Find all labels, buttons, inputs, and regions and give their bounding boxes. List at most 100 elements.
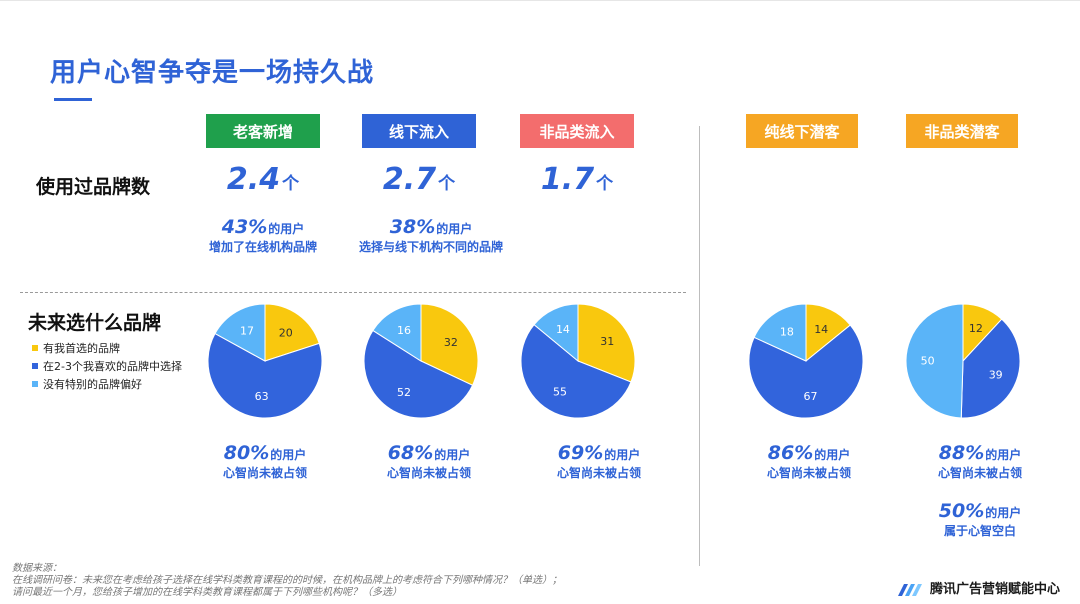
pie-chart-old-customer: 20 63 17 — [207, 303, 323, 419]
pie-legend: 有我首选的品牌 在2-3个我喜欢的品牌中选择 没有特别的品牌偏好 — [32, 340, 182, 394]
slice-value-label: 39 — [989, 368, 1003, 381]
brand-footer: 腾讯广告营销赋能中心 — [898, 578, 1060, 597]
brand-note-offline-inflow: 38%的用户 选择与线下机构不同的品牌 — [339, 216, 523, 255]
page-title: 用户心智争夺是一场持久战 — [50, 58, 375, 88]
row-label-future-brand: 未来选什么品牌 — [28, 312, 162, 334]
slice-value-label: 52 — [397, 386, 411, 399]
slice-choose-among-2-3 — [363, 329, 474, 419]
stat-desc: 心智尚未被占领 — [386, 466, 471, 480]
segment-label-offline-inflow: 线下流入 — [362, 114, 476, 148]
stat-desc: 心智尚未被占领 — [937, 466, 1022, 480]
brand-count-value: 2.7 — [382, 162, 437, 197]
slice-first-choice — [420, 303, 479, 386]
stat-desc: 心智尚未被占领 — [766, 466, 851, 480]
slice-value-label: 14 — [556, 323, 570, 336]
brand-count-unit: 个 — [596, 174, 614, 194]
pie-chart-offline-prospect: 14 67 18 — [748, 303, 864, 419]
stat-desc: 心智尚未被占领 — [556, 466, 641, 480]
data-source-note: 数据来源： 在线调研问卷：未来您在考虑给孩子选择在线学科类教育课程的的时候，在机… — [12, 563, 562, 599]
slice-value-label: 50 — [921, 354, 935, 367]
stat-pct: 69% — [557, 442, 604, 464]
slice-value-label: 17 — [240, 325, 254, 338]
note-desc: 选择与线下机构不同的品牌 — [358, 240, 503, 254]
section-divider — [20, 292, 686, 293]
stat-pct: 50% — [938, 500, 985, 522]
note-pct: 38% — [389, 216, 436, 238]
brand-name: 腾讯广告营销赋能中心 — [930, 582, 1061, 597]
mind-stat-old-customer: 80%的用户 心智尚未被占领 — [185, 442, 345, 481]
title-underline — [54, 98, 92, 101]
mind-stat-offline-prospect: 86%的用户 心智尚未被占领 — [729, 442, 889, 481]
source-heading: 数据来源： — [12, 563, 62, 574]
note-desc: 增加了在线机构品牌 — [208, 240, 317, 254]
slice-first-choice — [264, 303, 320, 362]
slice-value-label: 63 — [255, 390, 269, 403]
legend-swatch — [32, 381, 38, 387]
stat-suffix: 的用户 — [270, 448, 307, 462]
group-divider — [699, 126, 700, 566]
note-suffix: 的用户 — [268, 222, 305, 236]
stat-desc: 心智尚未被占领 — [222, 466, 307, 480]
note-pct: 43% — [221, 216, 268, 238]
slice-no-preference — [372, 303, 422, 362]
slice-value-label: 32 — [444, 336, 458, 349]
stat-pct: 86% — [767, 442, 814, 464]
slice-value-label: 14 — [814, 323, 828, 336]
stat-suffix: 的用户 — [985, 506, 1022, 520]
stat-suffix: 的用户 — [985, 448, 1022, 462]
slice-no-preference — [753, 303, 807, 362]
legend-item: 没有特别的品牌偏好 — [32, 376, 182, 392]
slice-first-choice — [577, 303, 636, 383]
slice-value-label: 20 — [279, 326, 293, 339]
source-line: 请问最近一个月，您给孩子增加的在线学科类教育课程都属于下列哪些机构呢？（多选） — [12, 587, 402, 598]
tencent-ads-logo-icon — [898, 583, 922, 596]
stat-pct: 88% — [938, 442, 985, 464]
brand-count-old-customer: 2.4 个 — [203, 162, 323, 197]
stat-suffix: 的用户 — [434, 448, 471, 462]
segment-label-old-customer: 老客新增 — [206, 114, 320, 148]
pie-chart-offline-inflow: 32 52 16 — [363, 303, 479, 419]
slice-value-label: 67 — [803, 390, 817, 403]
legend-swatch — [32, 345, 38, 351]
legend-swatch — [32, 363, 38, 369]
slice-choose-among-2-3 — [960, 318, 1021, 419]
slice-no-preference — [214, 303, 266, 362]
slice-no-preference — [533, 303, 579, 363]
mind-stat-non-category-prospect: 88%的用户 心智尚未被占领 — [900, 442, 1060, 481]
segment-label-non-category-prospect: 非品类潜客 — [906, 114, 1018, 148]
brand-count-offline-inflow: 2.7 个 — [359, 162, 479, 197]
pie-chart-non-category-inflow: 31 55 14 — [520, 303, 636, 419]
stat-desc: 属于心智空白 — [943, 524, 1016, 538]
stat-suffix: 的用户 — [814, 448, 851, 462]
slice-value-label: 12 — [969, 322, 983, 335]
legend-label: 在2-3个我喜欢的品牌中选择 — [43, 360, 182, 373]
mind-blank-stat: 50%的用户 属于心智空白 — [900, 500, 1060, 539]
slice-value-label: 55 — [553, 385, 567, 398]
slice-value-label: 31 — [600, 335, 614, 348]
brand-count-value: 2.4 — [226, 162, 281, 197]
brand-count-unit: 个 — [438, 174, 456, 194]
slice-value-label: 18 — [780, 325, 794, 338]
segment-label-offline-prospect: 纯线下潜客 — [746, 114, 858, 148]
mind-stat-offline-inflow: 68%的用户 心智尚未被占领 — [349, 442, 509, 481]
stat-pct: 68% — [387, 442, 434, 464]
brand-count-value: 1.7 — [540, 162, 595, 197]
note-suffix: 的用户 — [436, 222, 473, 236]
slice-first-choice — [805, 303, 851, 363]
segment-label-non-category-inflow: 非品类流入 — [520, 114, 634, 148]
row-label-brands-used: 使用过品牌数 — [36, 176, 151, 198]
pie-chart-non-category-prospect: 12 39 50 — [905, 303, 1021, 419]
source-line: 在线调研问卷：未来您在考虑给孩子选择在线学科类教育课程的的时候，在机构品牌上的考… — [12, 575, 562, 586]
stat-pct: 80% — [223, 442, 270, 464]
legend-label: 没有特别的品牌偏好 — [43, 378, 142, 391]
legend-item: 有我首选的品牌 — [32, 340, 182, 356]
legend-label: 有我首选的品牌 — [43, 342, 120, 355]
slice-choose-among-2-3 — [520, 323, 632, 419]
brand-count-unit: 个 — [282, 174, 300, 194]
brand-note-old-customer: 43%的用户 增加了在线机构品牌 — [183, 216, 343, 255]
legend-item: 在2-3个我喜欢的品牌中选择 — [32, 358, 182, 374]
stat-suffix: 的用户 — [604, 448, 641, 462]
slice-value-label: 16 — [397, 324, 411, 337]
mind-stat-non-category-inflow: 69%的用户 心智尚未被占领 — [519, 442, 679, 481]
